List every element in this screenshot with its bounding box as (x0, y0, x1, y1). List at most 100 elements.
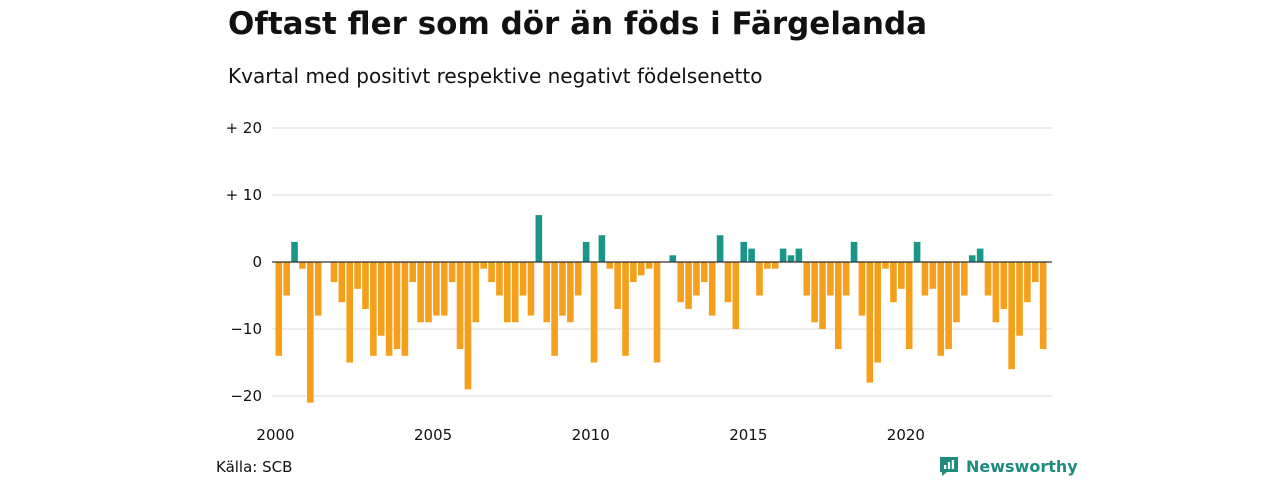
bar (377, 262, 385, 336)
bar (511, 262, 519, 323)
bar (519, 262, 527, 296)
y-tick-label: −20 (230, 387, 262, 405)
bar (1024, 262, 1031, 303)
y-tick-label: −10 (230, 320, 262, 338)
bar (858, 262, 866, 316)
bar (1031, 262, 1039, 283)
bar (1039, 262, 1047, 350)
x-axis-labels: 2000 2005 2010 2015 2020 (256, 426, 925, 444)
bar (346, 262, 354, 363)
bar (275, 262, 283, 356)
bar (764, 262, 771, 269)
bar (740, 241, 748, 262)
bar (338, 262, 346, 303)
x-tick-label: 2005 (414, 426, 452, 444)
bar (464, 262, 472, 390)
bar (787, 255, 795, 262)
x-tick-label: 2015 (729, 426, 767, 444)
y-tick-label: + 10 (226, 186, 262, 204)
bar (937, 262, 945, 356)
bar (551, 262, 558, 356)
bar (724, 262, 732, 303)
bar (992, 262, 1000, 323)
bar (1016, 262, 1023, 336)
bar (409, 262, 417, 283)
bar (480, 262, 487, 269)
y-tick-label: 0 (252, 253, 262, 271)
bar (834, 262, 842, 350)
bar (314, 262, 322, 316)
bar (653, 262, 661, 363)
bar (779, 248, 787, 262)
bar (370, 262, 377, 356)
bar (291, 241, 298, 262)
brand-logo[interactable]: Newsworthy (938, 455, 1078, 477)
bar (1008, 262, 1015, 370)
x-tick-label: 2010 (572, 426, 610, 444)
bar (433, 262, 440, 316)
bar (669, 255, 677, 262)
bar (385, 262, 393, 356)
bar (693, 262, 700, 296)
bar (425, 262, 432, 323)
y-axis-labels: + 20 + 10 0 −10 −20 (226, 119, 262, 405)
bar (929, 262, 937, 289)
bar (590, 262, 598, 363)
bar (882, 262, 889, 269)
bar (393, 262, 401, 350)
bar (622, 262, 629, 356)
bar (440, 262, 448, 316)
bar (701, 262, 708, 283)
bar (811, 262, 818, 323)
bar (362, 262, 369, 309)
bar (417, 262, 424, 323)
bar (984, 262, 992, 296)
bar (890, 262, 897, 303)
chart-title: Oftast fler som dör än föds i Färgelanda (228, 6, 928, 42)
bar (504, 262, 511, 323)
bar (827, 262, 834, 296)
bar (598, 235, 606, 262)
bar (543, 262, 551, 323)
bar (448, 262, 456, 283)
bar (330, 262, 338, 283)
bar (945, 262, 952, 350)
bar (283, 262, 290, 296)
bar (874, 262, 881, 363)
bar (488, 262, 495, 283)
bar (606, 262, 614, 269)
bar (850, 241, 858, 262)
bar (756, 262, 763, 296)
bar (472, 262, 480, 323)
bar (913, 241, 921, 262)
bar (771, 262, 779, 269)
bar (976, 248, 984, 262)
bar (708, 262, 716, 316)
bar (496, 262, 503, 296)
source-note: Källa: SCB (216, 458, 293, 476)
bar (866, 262, 874, 383)
bar (898, 262, 905, 289)
chart-subtitle: Kvartal med positivt respektive negativt… (228, 64, 763, 88)
bar (842, 262, 850, 296)
bar (574, 262, 582, 296)
bar (795, 248, 803, 262)
bar (299, 262, 306, 269)
bar (535, 215, 543, 262)
bar (961, 262, 968, 296)
bar (527, 262, 535, 316)
bar (401, 262, 409, 356)
bar (685, 262, 692, 309)
bar (567, 262, 574, 323)
bar (905, 262, 913, 350)
bar (307, 262, 314, 403)
bar (732, 262, 740, 329)
bar (637, 262, 645, 276)
brand-name: Newsworthy (966, 456, 1078, 476)
bar (968, 255, 976, 262)
bar (614, 262, 621, 309)
gridlines (272, 127, 1052, 397)
bar (630, 262, 637, 283)
bar (1000, 262, 1008, 309)
